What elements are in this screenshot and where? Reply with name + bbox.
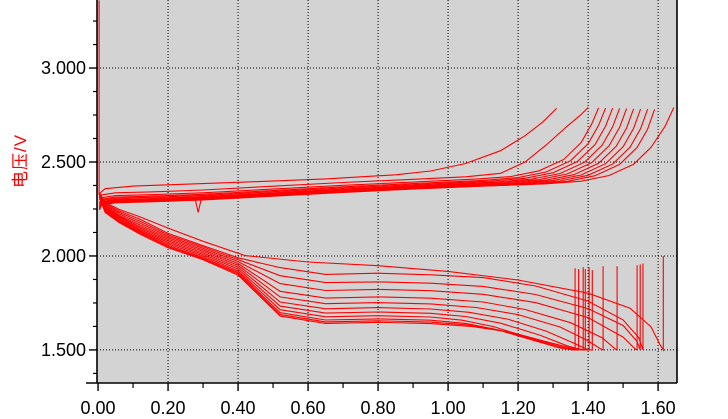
curve-cycle03-charge: [98, 107, 600, 204]
x-tick-label: 0.20: [151, 398, 186, 418]
plot-background: [97, 0, 677, 383]
curve-cycle02-discharge: [99, 193, 644, 351]
curve-cycle07-charge: [98, 108, 628, 208]
y-tick-label: 2.000: [41, 246, 86, 266]
curve-cycle10-discharge: [98, 196, 580, 351]
x-tick-label: 1.40: [571, 398, 606, 418]
curve-cycle01-discharge: [99, 192, 664, 352]
curve-cycle03-discharge: [99, 194, 641, 351]
x-tick-label: 1.20: [501, 398, 536, 418]
curve-charge-plateau-dip-anomaly: [194, 199, 202, 213]
curve-cycle05-discharge: [99, 195, 618, 351]
curve-cycle01-charge: [98, 0, 557, 196]
curve-cycle05-charge: [98, 107, 614, 206]
x-tick-label: 0.00: [81, 398, 116, 418]
curve-cycle02-charge: [98, 107, 589, 201]
curve-cycle10-charge: [98, 109, 649, 210]
curve-cycle12-discharge: [98, 197, 593, 351]
curve-cycle08-discharge: [98, 196, 584, 351]
y-tick-label: 3.000: [41, 58, 86, 78]
curve-cycle06-charge: [98, 108, 621, 207]
x-tick-label: 0.80: [361, 398, 396, 418]
curve-cycle12-charge: [98, 107, 675, 211]
curve-cycle11-discharge: [98, 196, 586, 351]
x-tick-label: 1.00: [431, 398, 466, 418]
x-tick-label: 0.40: [221, 398, 256, 418]
curve-cycle06-discharge: [99, 195, 604, 351]
y-tick-label: 2.500: [41, 152, 86, 172]
x-tick-label: 1.60: [641, 398, 676, 418]
curve-cycle04-discharge: [99, 194, 638, 351]
curve-cycle04-charge: [98, 107, 607, 205]
curve-cycle07-discharge: [98, 195, 590, 351]
x-tick-label: 0.60: [291, 398, 326, 418]
y-tick-label: 1.500: [41, 340, 86, 360]
